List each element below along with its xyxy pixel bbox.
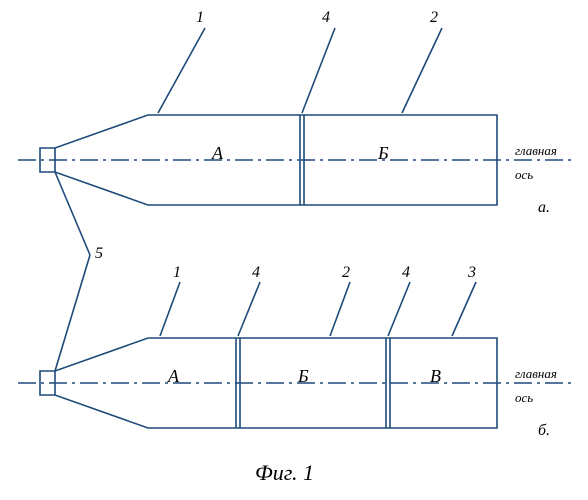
subfig-a: а. <box>538 200 550 216</box>
section-b-top: Б <box>378 144 389 162</box>
axis-label-top-2: ось <box>515 168 533 181</box>
callout-4-bot-b: 4 <box>402 265 410 281</box>
callout-3-bot: 3 <box>468 265 476 281</box>
section-a-top: А <box>212 144 223 162</box>
axis-label-bot-2: ось <box>515 391 533 404</box>
diagram-canvas <box>0 0 588 500</box>
callout-4-bot-a: 4 <box>252 265 260 281</box>
figure-caption: Фиг. 1 <box>255 462 314 484</box>
callout-2-top: 2 <box>430 10 438 26</box>
section-a-bot: А <box>168 367 179 385</box>
axis-label-bot-1: главная <box>515 367 557 380</box>
callout-1-top: 1 <box>196 10 204 26</box>
subfig-b: б. <box>538 423 550 439</box>
callout-5: 5 <box>95 246 103 262</box>
callout-2-bot: 2 <box>342 265 350 281</box>
axis-label-top-1: главная <box>515 144 557 157</box>
section-c-bot: В <box>430 367 441 385</box>
callout-4-top: 4 <box>322 10 330 26</box>
callout-1-bot: 1 <box>173 265 181 281</box>
section-b-bot: Б <box>298 367 309 385</box>
